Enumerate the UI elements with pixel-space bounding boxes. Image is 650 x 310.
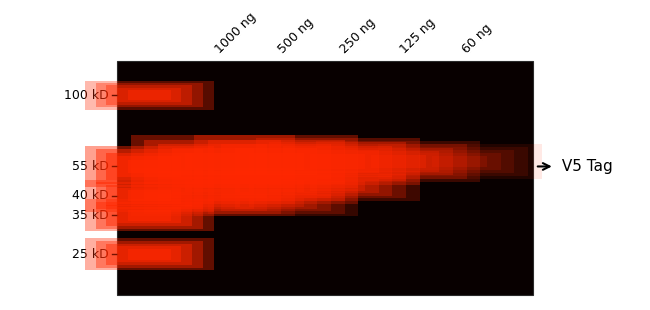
Bar xyxy=(96,202,203,229)
Bar xyxy=(316,141,480,182)
Bar xyxy=(249,198,304,207)
Bar xyxy=(131,189,294,216)
Bar xyxy=(172,148,254,175)
Bar xyxy=(106,244,192,265)
Text: 25 kD: 25 kD xyxy=(72,248,109,261)
Bar xyxy=(144,140,281,184)
Bar xyxy=(144,171,281,201)
Bar xyxy=(296,179,379,193)
Bar xyxy=(117,188,181,204)
Bar xyxy=(194,168,358,204)
Bar xyxy=(249,153,304,170)
Bar xyxy=(222,174,331,198)
Bar xyxy=(185,180,240,192)
Bar xyxy=(106,205,192,226)
Bar xyxy=(358,151,439,172)
Bar xyxy=(96,149,203,184)
Bar xyxy=(117,246,181,262)
Bar xyxy=(96,241,203,268)
Bar xyxy=(419,153,500,170)
Bar xyxy=(378,144,542,179)
Text: 40 kD: 40 kD xyxy=(72,189,109,202)
Bar xyxy=(84,179,214,212)
Bar xyxy=(310,181,365,191)
Text: 1000 ng: 1000 ng xyxy=(213,10,259,56)
Bar xyxy=(283,146,393,177)
Bar xyxy=(117,88,181,103)
Bar xyxy=(84,81,214,110)
Bar xyxy=(269,142,406,181)
Bar xyxy=(117,207,181,223)
Bar xyxy=(371,155,426,168)
Bar xyxy=(269,174,406,198)
Bar xyxy=(158,174,267,198)
Text: 125 ng: 125 ng xyxy=(398,16,438,56)
Bar xyxy=(432,156,487,167)
Bar xyxy=(185,153,240,170)
Bar xyxy=(106,86,192,105)
Bar xyxy=(172,177,254,195)
Bar xyxy=(84,199,214,231)
Bar xyxy=(344,148,453,175)
Text: 100 kD: 100 kD xyxy=(64,89,109,102)
Bar xyxy=(106,185,192,206)
Bar xyxy=(249,180,304,192)
Bar xyxy=(128,90,171,100)
Bar xyxy=(84,146,214,187)
Bar xyxy=(208,171,344,201)
Text: V5 Tag: V5 Tag xyxy=(538,159,613,174)
Bar xyxy=(172,196,254,209)
Bar xyxy=(158,194,267,211)
Bar xyxy=(96,83,203,107)
Bar xyxy=(185,198,240,207)
Bar xyxy=(222,194,331,211)
Bar xyxy=(128,210,171,221)
Bar xyxy=(330,144,467,179)
Bar xyxy=(96,182,203,209)
Bar xyxy=(235,148,317,175)
Text: 500 ng: 500 ng xyxy=(276,16,317,56)
Bar xyxy=(144,192,281,214)
Bar xyxy=(255,171,420,201)
Text: 35 kD: 35 kD xyxy=(72,209,109,222)
Bar xyxy=(194,135,358,188)
Bar xyxy=(128,190,171,201)
Bar xyxy=(208,192,344,214)
Bar xyxy=(117,61,533,295)
Bar xyxy=(131,168,294,204)
Bar xyxy=(106,153,192,180)
Bar xyxy=(255,138,420,185)
Bar xyxy=(296,150,379,173)
Bar xyxy=(208,140,344,184)
Bar xyxy=(391,147,528,176)
Bar xyxy=(235,177,317,195)
Text: 55 kD: 55 kD xyxy=(72,160,109,173)
Bar xyxy=(128,249,171,260)
Bar xyxy=(283,176,393,196)
Text: 250 ng: 250 ng xyxy=(338,16,378,56)
Text: 60 ng: 60 ng xyxy=(460,22,494,56)
Bar xyxy=(235,196,317,209)
Bar xyxy=(310,154,365,169)
Bar xyxy=(194,189,358,216)
Bar xyxy=(128,160,171,173)
Bar xyxy=(222,144,331,179)
Bar xyxy=(84,238,214,270)
Bar xyxy=(117,156,181,177)
Bar xyxy=(131,135,294,188)
Bar xyxy=(158,144,267,179)
Bar xyxy=(405,150,514,173)
